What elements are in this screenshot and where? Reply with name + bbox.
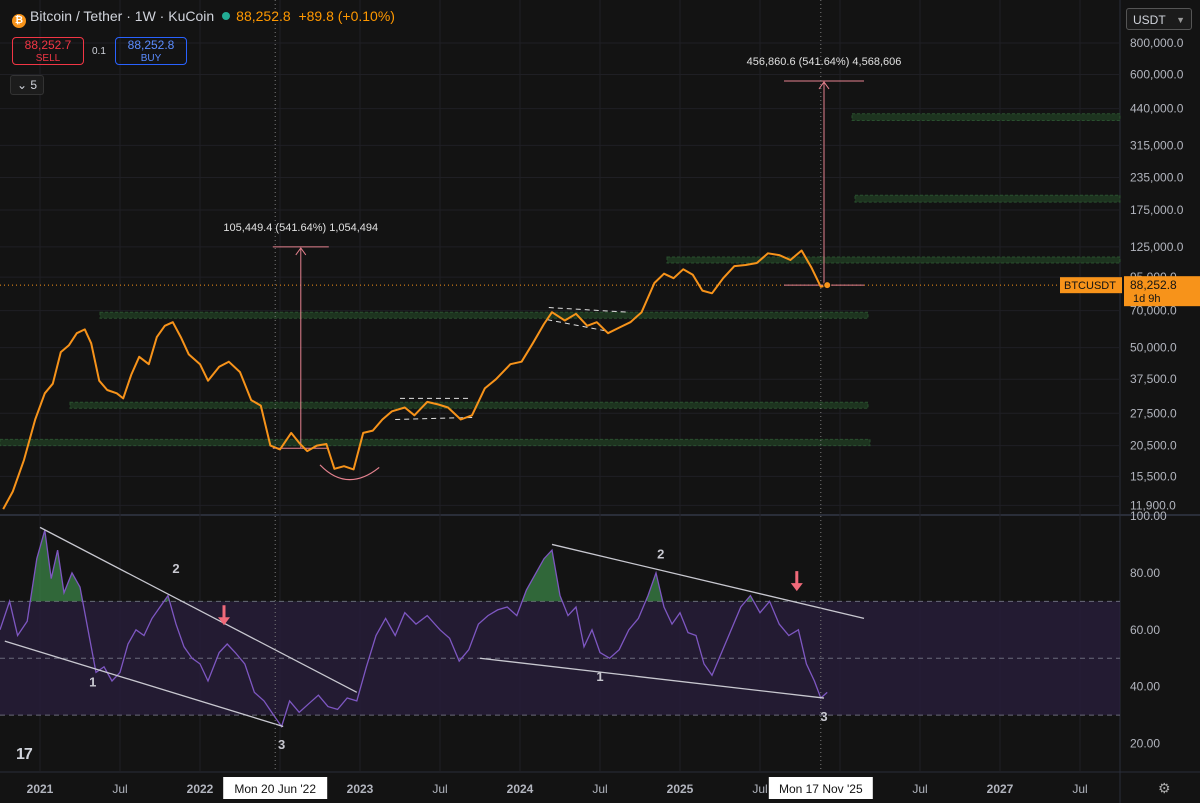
rsi-tick-label: 100.00: [1130, 509, 1167, 523]
cursor-time-tag: [223, 777, 328, 799]
time-tick-label: 2021: [27, 782, 54, 796]
indicator-count: 5: [30, 78, 38, 92]
symbol-tag-label: BTCUSDT: [1064, 280, 1116, 292]
channel-line: [548, 307, 629, 313]
price-tick-label: 235,000.0: [1130, 171, 1184, 185]
buy-price: 88,252.8: [127, 38, 175, 52]
wave-label: 1: [596, 669, 603, 684]
price-tick-label: 600,000.0: [1130, 68, 1184, 82]
price-tick-label: 27,500.0: [1130, 406, 1177, 420]
header-change: +89.8 (+0.10%): [298, 8, 395, 24]
chevron-down-icon: ▼: [1176, 15, 1185, 25]
time-tick-label: 2023: [347, 782, 374, 796]
measure-label: 456,860.6 (541.64%) 4,568,606: [747, 56, 902, 68]
price-tick-label: 315,000.0: [1130, 138, 1184, 152]
sell-price: 88,252.7: [24, 38, 72, 52]
support-zone: [69, 401, 869, 409]
header-price: 88,252.8: [236, 8, 291, 24]
rsi-trendline: [39, 526, 358, 693]
spread-value: 0.1: [92, 46, 106, 57]
bottom-arc: [319, 464, 380, 481]
wave-label: 1: [89, 675, 96, 690]
gear-icon[interactable]: ⚙: [1158, 780, 1171, 796]
symbol-header: ₿ Bitcoin / Tether · 1W · KuCoin 88,252.8 …: [12, 8, 395, 28]
price-tick-label: 70,000.0: [1130, 304, 1177, 318]
price-tick-label: 800,000.0: [1130, 36, 1184, 50]
price-tick-label: 440,000.0: [1130, 102, 1184, 116]
wave-label: 2: [657, 547, 664, 562]
price-tick-label: 125,000.0: [1130, 240, 1184, 254]
currency-label: USDT: [1133, 13, 1166, 27]
price-tick-label: 50,000.0: [1130, 341, 1177, 355]
time-tick-label: 2025: [667, 782, 694, 796]
rsi-tick-label: 80.00: [1130, 566, 1160, 580]
rsi-trendline: [551, 543, 865, 620]
cursor-time-label: Mon 17 Nov '25: [779, 782, 863, 796]
time-tick-label: Jul: [1072, 782, 1087, 796]
down-arrow-head: [790, 583, 803, 592]
last-price-tag: [1124, 276, 1200, 307]
measure-arrowhead: [295, 247, 307, 256]
sell-label: SELL: [35, 53, 61, 64]
price-tick-label: 11,900.0: [1130, 498, 1176, 512]
currency-selector[interactable]: USDT ▼: [1126, 8, 1192, 30]
bitcoin-icon: ₿: [12, 14, 26, 28]
measure-label: 105,449.4 (541.64%) 1,054,494: [223, 222, 378, 234]
measure-arrowhead: [818, 81, 830, 90]
channel-line: [547, 319, 609, 332]
price-tick-label: 175,000.0: [1130, 203, 1184, 217]
price-tick-label: 37,500.0: [1130, 372, 1177, 386]
rsi-trendline: [4, 640, 284, 728]
time-tick-label: 2022: [187, 782, 214, 796]
price-tick-label: 15,500.0: [1130, 469, 1177, 483]
wave-label: 2: [172, 561, 179, 576]
countdown-label: 1d 9h: [1133, 293, 1161, 305]
wave-label: 3: [278, 737, 285, 752]
rsi-tick-label: 60.00: [1130, 623, 1160, 637]
rsi-tick-label: 40.00: [1130, 680, 1160, 694]
time-tick-label: Jul: [112, 782, 127, 796]
support-zone: [0, 438, 871, 447]
time-tick-label: Jul: [592, 782, 607, 796]
down-arrow-head: [218, 617, 230, 626]
support-zone: [851, 113, 1121, 121]
channel-line: [395, 416, 476, 420]
support-zone: [854, 194, 1121, 203]
symbol-title[interactable]: Bitcoin / Tether · 1W · KuCoin: [30, 8, 215, 24]
symbol-tag: [1060, 277, 1122, 294]
price-tick-label: 20,500.0: [1130, 439, 1177, 453]
time-tick-label: Jul: [912, 782, 927, 796]
price-series-line: [2, 249, 828, 510]
last-price-label: 88,252.8: [1130, 278, 1177, 292]
support-zone: [666, 256, 1121, 264]
cursor-time-tag: [768, 777, 873, 799]
buy-label: BUY: [140, 53, 162, 64]
time-tick-label: Jul: [752, 782, 767, 796]
support-zone: [99, 311, 869, 319]
market-status-icon: [222, 12, 231, 20]
indicator-toggle[interactable]: ⌄ 5: [10, 75, 44, 95]
time-tick-label: Jul: [432, 782, 447, 796]
cursor-time-label: Mon 20 Jun '22: [234, 782, 316, 796]
wave-label: 3: [820, 709, 827, 724]
rsi-series-line: [0, 530, 828, 728]
rsi-trendline: [479, 657, 825, 699]
rsi-tick-label: 20.00: [1130, 737, 1160, 751]
sell-button[interactable]: 88,252.7 SELL: [12, 37, 84, 65]
buy-button[interactable]: 88,252.8 BUY: [115, 37, 187, 65]
time-tick-label: 2024: [507, 782, 534, 796]
last-price-dot: [823, 281, 832, 290]
time-tick-label: 2027: [987, 782, 1014, 796]
tradingview-logo: 17: [16, 746, 33, 763]
